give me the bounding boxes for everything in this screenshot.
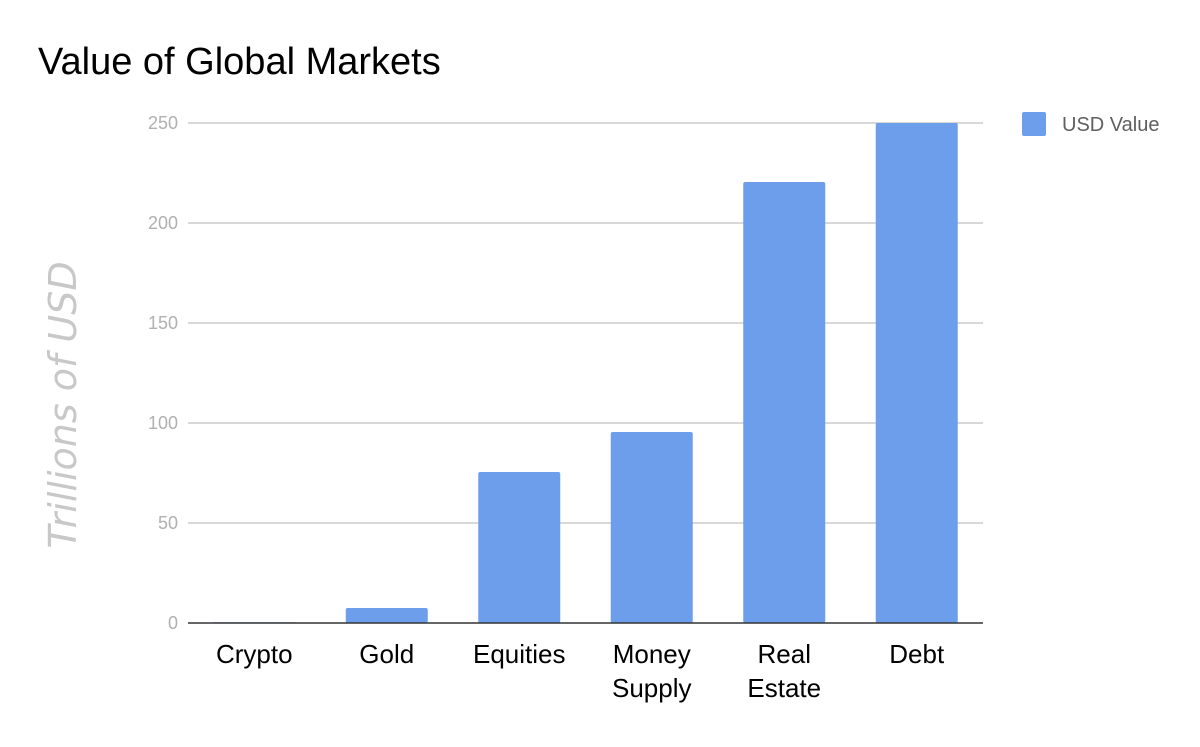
bar bbox=[478, 472, 561, 623]
y-tick-label: 100 bbox=[148, 413, 178, 433]
x-axis-ticks: Crypto Gold Equities Money Supply Real Estate D… bbox=[216, 639, 945, 703]
y-tick-label: 0 bbox=[168, 613, 178, 633]
x-tick-label: Gold bbox=[359, 639, 414, 669]
legend: USD Value bbox=[1022, 112, 1159, 136]
y-axis-ticks: 0 50 100 150 200 250 bbox=[148, 113, 178, 633]
x-tick-label: Crypto bbox=[216, 639, 293, 669]
y-axis-label: Trillions of USD bbox=[41, 261, 85, 548]
x-tick-label: Real Estate bbox=[747, 639, 821, 703]
bar bbox=[743, 182, 826, 623]
bar bbox=[345, 608, 428, 623]
x-tick-label: Debt bbox=[889, 639, 945, 669]
y-tick-label: 50 bbox=[158, 513, 178, 533]
bar bbox=[875, 123, 958, 623]
legend-swatch bbox=[1022, 112, 1046, 136]
legend-label: USD Value bbox=[1062, 114, 1159, 136]
y-tick-label: 250 bbox=[148, 113, 178, 133]
bars bbox=[213, 123, 958, 623]
x-tick-label: Equities bbox=[473, 639, 566, 669]
chart-title: Value of Global Markets bbox=[38, 41, 441, 83]
y-tick-label: 200 bbox=[148, 213, 178, 233]
bar bbox=[610, 432, 693, 623]
gridlines bbox=[188, 122, 983, 524]
x-tick-label: Money Supply bbox=[612, 639, 692, 703]
y-tick-label: 150 bbox=[148, 313, 178, 333]
